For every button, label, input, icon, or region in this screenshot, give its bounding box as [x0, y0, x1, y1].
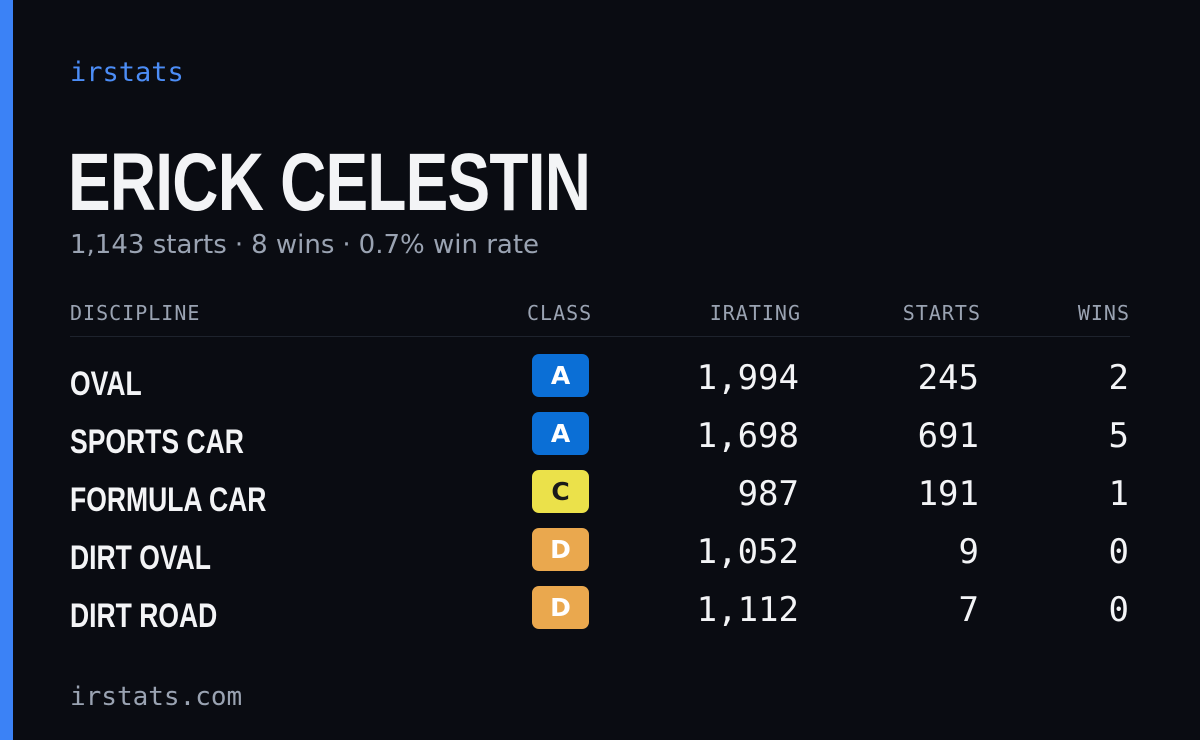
irating-value: 1,698	[696, 416, 799, 456]
table-row: FORMULA CAR C 987 191 1	[0, 470, 1200, 528]
class-badge: D	[532, 528, 589, 571]
starts-value: 7	[958, 590, 979, 630]
driver-name: ERICK CELESTIN	[68, 137, 591, 228]
wins-value: 1	[1108, 474, 1129, 514]
summary-separator: ·	[342, 230, 351, 260]
accent-bar	[0, 0, 13, 740]
column-header-irating: IRATING	[709, 301, 801, 325]
discipline-name: FORMULA CAR	[70, 481, 267, 519]
irating-value: 987	[737, 474, 799, 514]
class-badge: A	[532, 412, 589, 455]
table-row: DIRT OVAL D 1,052 9 0	[0, 528, 1200, 586]
column-header-wins: WINS	[1077, 301, 1130, 325]
summary-win-rate: 0.7% win rate	[358, 230, 540, 260]
class-badge: C	[532, 470, 589, 513]
wins-value: 2	[1108, 358, 1129, 398]
summary-separator: ·	[234, 230, 244, 260]
class-badge: D	[532, 586, 589, 629]
irating-value: 1,994	[696, 358, 799, 398]
brand-logo: irstats	[70, 57, 184, 88]
footer-url: irstats.com	[70, 682, 243, 712]
table-row: DIRT ROAD D 1,112 7 0	[0, 586, 1200, 644]
wins-value: 5	[1108, 416, 1129, 456]
discipline-name: DIRT OVAL	[70, 539, 211, 577]
header-divider	[70, 336, 1130, 337]
summary-starts: 1,143 starts	[70, 230, 227, 260]
starts-value: 9	[958, 532, 979, 572]
column-header-class: CLASS	[527, 301, 593, 325]
column-header-discipline: DISCIPLINE	[70, 301, 201, 325]
table-row: SPORTS CAR A 1,698 691 5	[0, 412, 1200, 470]
starts-value: 691	[917, 416, 979, 456]
table-row: OVAL A 1,994 245 2	[0, 354, 1200, 412]
irating-value: 1,112	[696, 590, 799, 630]
irating-value: 1,052	[696, 532, 799, 572]
discipline-name: SPORTS CAR	[70, 423, 244, 461]
driver-summary: 1,143 starts · 8 wins · 0.7% win rate	[70, 228, 539, 262]
starts-value: 191	[917, 474, 979, 514]
starts-value: 245	[917, 358, 979, 398]
discipline-name: DIRT ROAD	[70, 597, 218, 635]
discipline-name: OVAL	[70, 365, 142, 403]
column-header-starts: STARTS	[902, 301, 981, 325]
wins-value: 0	[1108, 532, 1129, 572]
class-badge: A	[532, 354, 589, 397]
summary-wins: 8 wins	[251, 230, 335, 260]
wins-value: 0	[1108, 590, 1129, 630]
